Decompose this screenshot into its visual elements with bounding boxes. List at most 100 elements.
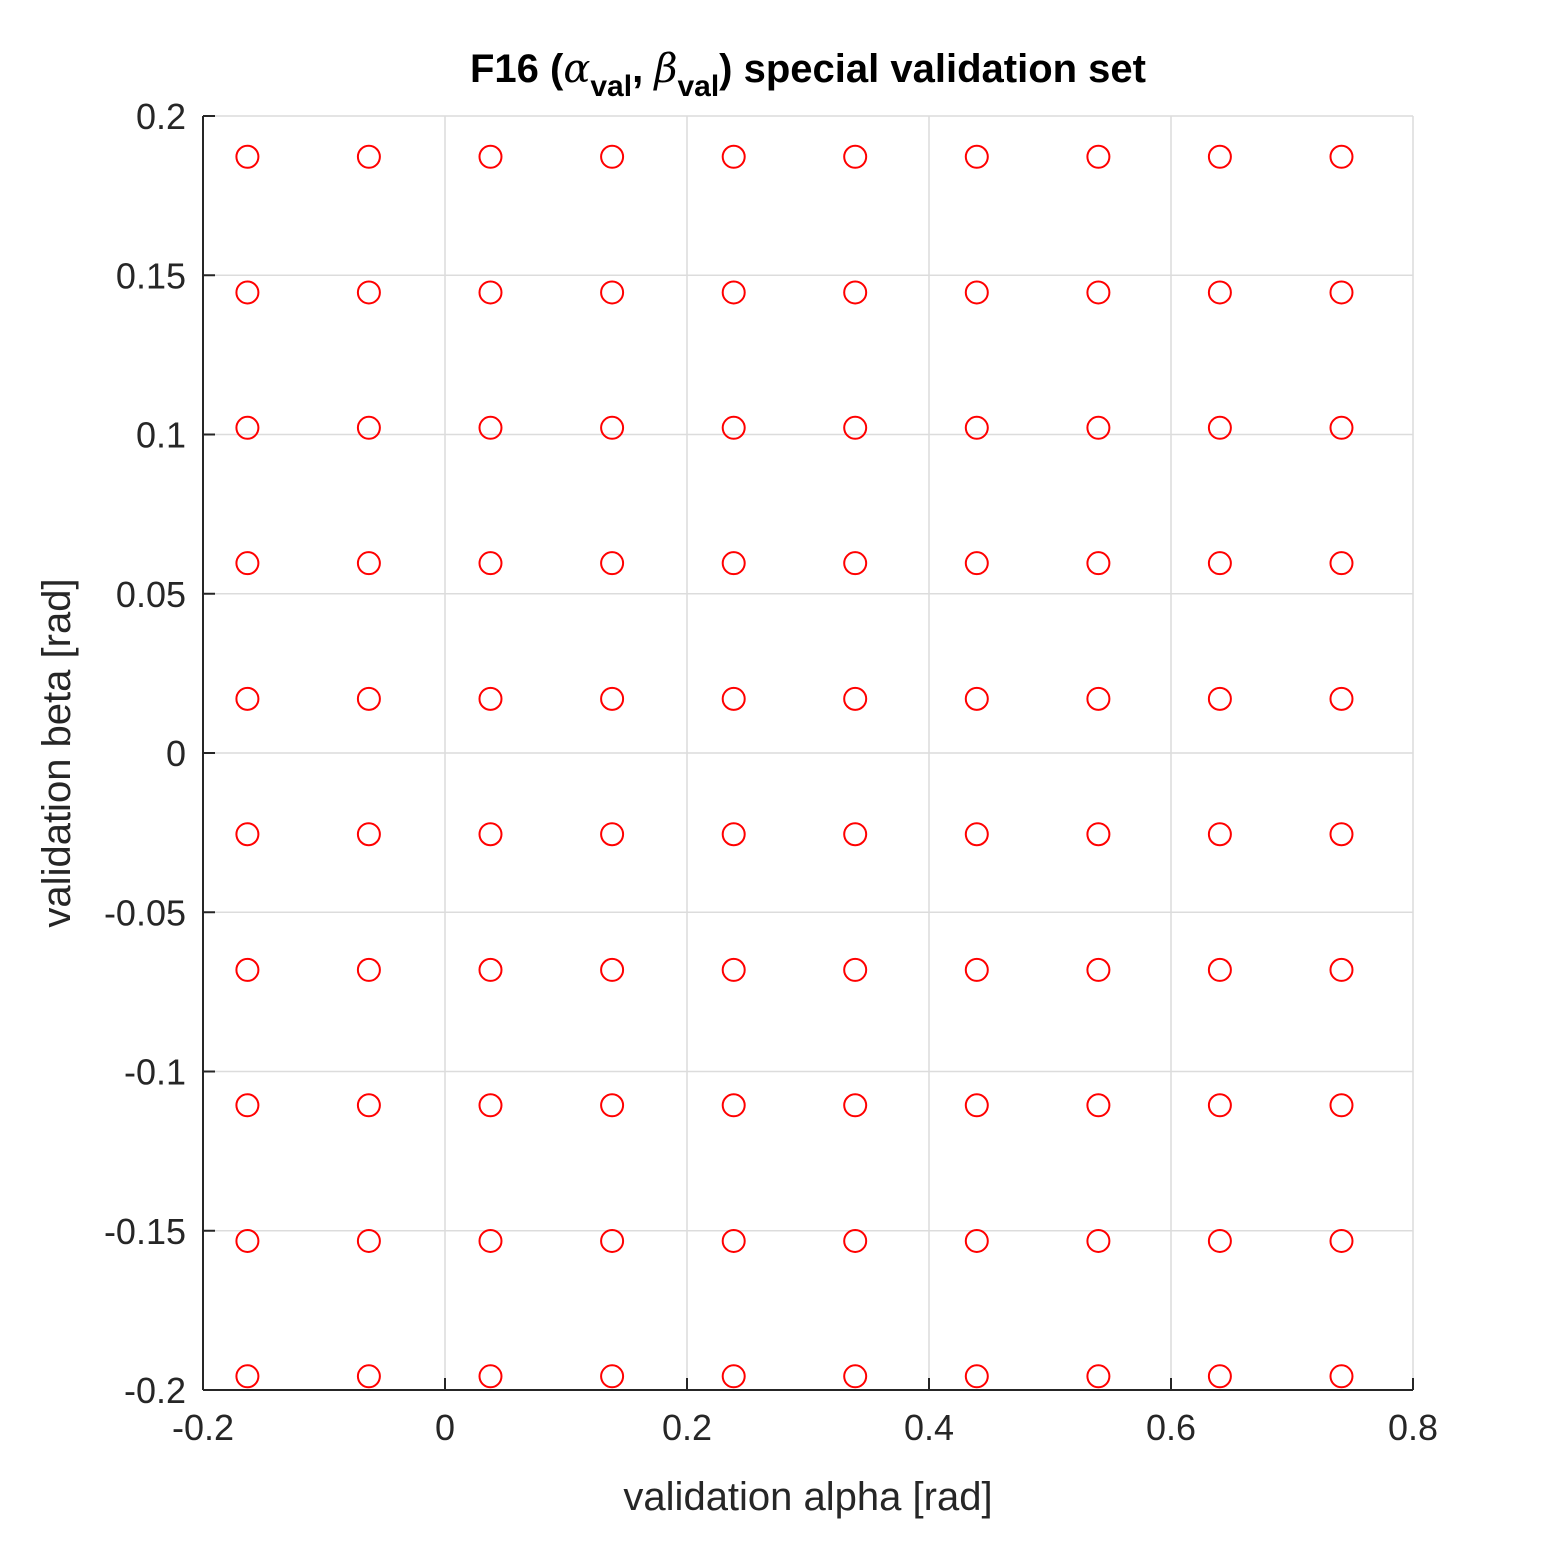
x-tick-label: -0.2 bbox=[172, 1407, 234, 1448]
data-point bbox=[600, 280, 625, 305]
y-tick-label: -0.15 bbox=[104, 1211, 186, 1252]
data-point bbox=[964, 1228, 989, 1253]
data-point bbox=[721, 144, 746, 169]
x-tick-label: 0.2 bbox=[662, 1407, 712, 1448]
data-point bbox=[600, 144, 625, 169]
data-point bbox=[478, 822, 503, 847]
tick-labels: -0.2 0 0.2 0.4 0.6 0.8 -0.2 -0.15 -0.1 -0.05 0 0.05… bbox=[104, 96, 1438, 1448]
data-point bbox=[600, 551, 625, 576]
data-point bbox=[843, 957, 868, 982]
data-point bbox=[843, 551, 868, 576]
data-point bbox=[235, 957, 260, 982]
data-point bbox=[721, 822, 746, 847]
data-point bbox=[843, 280, 868, 305]
data-point bbox=[1329, 551, 1354, 576]
data-point bbox=[235, 1228, 260, 1253]
data-point bbox=[1207, 144, 1232, 169]
data-point bbox=[843, 1364, 868, 1389]
data-point bbox=[843, 686, 868, 711]
data-point bbox=[600, 957, 625, 982]
data-point bbox=[1207, 1364, 1232, 1389]
y-tick-label: 0 bbox=[166, 733, 186, 774]
x-tick-label: 0.4 bbox=[904, 1407, 954, 1448]
y-tick-label: -0.05 bbox=[104, 892, 186, 933]
data-point bbox=[843, 1228, 868, 1253]
y-tick-label: 0.05 bbox=[116, 574, 186, 615]
data-point bbox=[478, 1364, 503, 1389]
data-point bbox=[1086, 1093, 1111, 1118]
data-point bbox=[356, 686, 381, 711]
x-tick-label: 0.6 bbox=[1146, 1407, 1196, 1448]
data-point bbox=[478, 957, 503, 982]
data-point bbox=[356, 415, 381, 440]
title-beta-symbol: β bbox=[652, 46, 677, 92]
title-separator: , bbox=[632, 47, 654, 91]
data-point bbox=[843, 1093, 868, 1118]
data-point bbox=[1207, 957, 1232, 982]
title-alpha-symbol: α bbox=[563, 46, 590, 92]
y-tick-label: 0.15 bbox=[116, 255, 186, 296]
data-point bbox=[356, 551, 381, 576]
data-point bbox=[964, 957, 989, 982]
data-point bbox=[1329, 1228, 1354, 1253]
data-point bbox=[1329, 822, 1354, 847]
data-point bbox=[1329, 957, 1354, 982]
grid bbox=[202, 115, 1414, 1391]
data-point bbox=[235, 822, 260, 847]
data-point bbox=[235, 415, 260, 440]
data-point bbox=[1207, 415, 1232, 440]
x-tick-label: 0.8 bbox=[1388, 1407, 1438, 1448]
data-point bbox=[1207, 822, 1232, 847]
data-point bbox=[356, 957, 381, 982]
data-point bbox=[843, 822, 868, 847]
data-point bbox=[1086, 415, 1111, 440]
data-point bbox=[478, 415, 503, 440]
data-point bbox=[964, 144, 989, 169]
data-point bbox=[1329, 280, 1354, 305]
data-point bbox=[356, 822, 381, 847]
data-point bbox=[1207, 280, 1232, 305]
data-point bbox=[1207, 1228, 1232, 1253]
data-point bbox=[600, 686, 625, 711]
data-point bbox=[964, 415, 989, 440]
y-axis-label: validation beta [rad] bbox=[35, 578, 79, 927]
data-point bbox=[721, 551, 746, 576]
data-point bbox=[235, 1364, 260, 1389]
data-point bbox=[478, 551, 503, 576]
data-point bbox=[721, 1228, 746, 1253]
data-point bbox=[600, 1364, 625, 1389]
data-point bbox=[600, 1093, 625, 1118]
data-point bbox=[1207, 686, 1232, 711]
data-point bbox=[600, 822, 625, 847]
data-point bbox=[235, 686, 260, 711]
data-point bbox=[478, 686, 503, 711]
data-point bbox=[235, 280, 260, 305]
data-point bbox=[1329, 1093, 1354, 1118]
data-point bbox=[721, 1093, 746, 1118]
chart-title: F16 (αval, βval) special validation set bbox=[470, 46, 1146, 103]
data-point bbox=[235, 551, 260, 576]
data-point bbox=[1329, 1364, 1354, 1389]
data-point bbox=[1207, 551, 1232, 576]
data-point bbox=[843, 415, 868, 440]
data-point bbox=[964, 551, 989, 576]
y-tick-label: -0.2 bbox=[124, 1370, 186, 1411]
data-point bbox=[1086, 686, 1111, 711]
data-point bbox=[356, 144, 381, 169]
title-prefix: F16 ( bbox=[470, 47, 564, 91]
data-point bbox=[356, 1093, 381, 1118]
data-point bbox=[1329, 144, 1354, 169]
data-point bbox=[1086, 551, 1111, 576]
data-point bbox=[356, 1228, 381, 1253]
data-point bbox=[1329, 415, 1354, 440]
y-tick-label: -0.1 bbox=[124, 1052, 186, 1093]
title-beta-subscript: val bbox=[677, 70, 719, 103]
data-point bbox=[356, 280, 381, 305]
data-point bbox=[1086, 1364, 1111, 1389]
data-point bbox=[843, 144, 868, 169]
data-point bbox=[478, 144, 503, 169]
data-point bbox=[964, 280, 989, 305]
data-point bbox=[1207, 1093, 1232, 1118]
data-point bbox=[721, 686, 746, 711]
